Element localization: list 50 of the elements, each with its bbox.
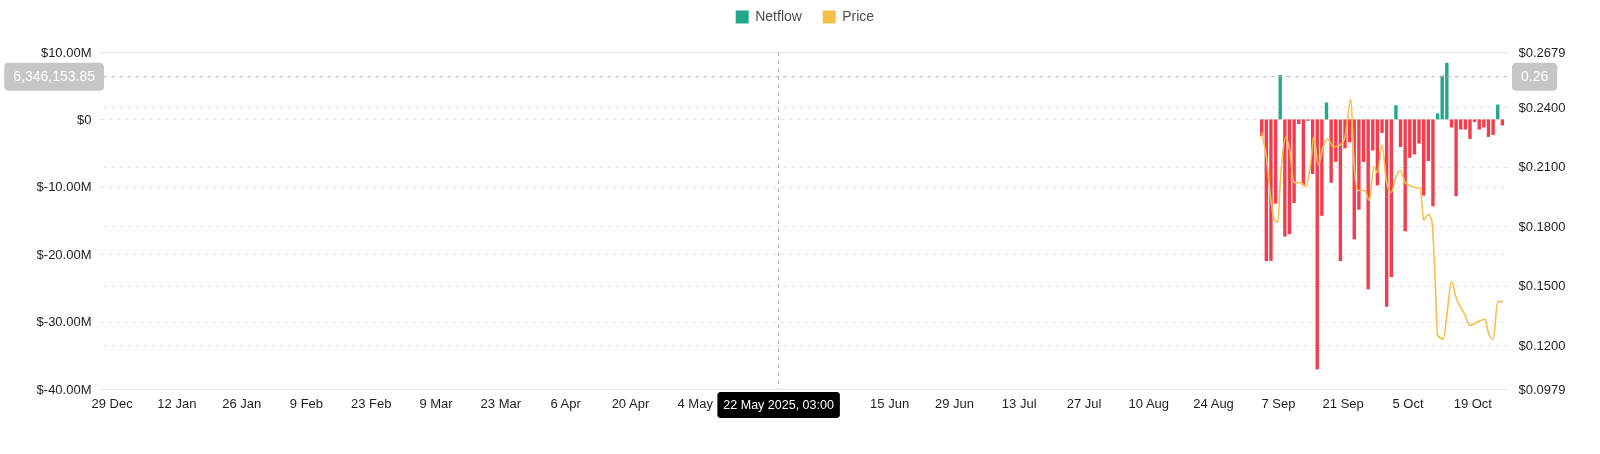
x-tick-label: 21 Sep xyxy=(1322,395,1364,411)
y2-tick-label: $0.2679 xyxy=(1518,44,1566,60)
x-tick-label: 24 Aug xyxy=(1193,395,1234,411)
y2-tick-label: $0.0979 xyxy=(1518,381,1566,397)
y-tick-label: $-10.00M xyxy=(36,179,92,195)
x-tick-label: 7 Sep xyxy=(1261,395,1296,411)
bar xyxy=(1283,119,1287,237)
bar xyxy=(1486,119,1491,137)
x-tick-label: 19 Oct xyxy=(1453,395,1493,411)
x-tick-label: 29 Dec xyxy=(91,395,134,411)
y2-tick-label: $0.2100 xyxy=(1518,159,1566,175)
y2-tick-label: $0.2400 xyxy=(1518,99,1566,115)
legend-label: Price xyxy=(842,8,875,24)
bar xyxy=(1491,119,1495,135)
x-tick-label: 27 Jul xyxy=(1066,395,1102,411)
x-tick-label: 13 Jul xyxy=(1001,395,1037,411)
x-tick-label: 5 Oct xyxy=(1392,395,1424,411)
bar xyxy=(1394,105,1398,120)
bar xyxy=(1366,119,1370,290)
x-tick-label: 20 Apr xyxy=(611,395,650,411)
ref-line-label: 22 May 2025, 03:00 xyxy=(723,398,834,412)
y-tick-label: $-20.00M xyxy=(36,246,92,262)
x-tick-label: 23 Mar xyxy=(480,395,522,411)
line-series xyxy=(1260,98,1504,341)
x-tick-label: 9 Mar xyxy=(419,395,454,411)
y2-tick-label: $0.1800 xyxy=(1518,218,1566,234)
bar xyxy=(1431,119,1435,207)
x-tick-label: 6 Apr xyxy=(550,395,582,411)
bar xyxy=(1445,62,1449,120)
bar xyxy=(1468,119,1472,139)
x-tick-label: 4 May xyxy=(677,395,714,411)
bar xyxy=(1269,119,1273,261)
y-tick-label: $0 xyxy=(77,111,92,127)
bar xyxy=(1329,119,1333,183)
ref-line-label: 6,346,153.85 xyxy=(13,67,96,84)
x-tick-label: 10 Aug xyxy=(1128,395,1170,411)
y-tick-label: $-40.00M xyxy=(36,381,92,397)
bar xyxy=(1454,119,1458,197)
y-tick-label: $-30.00M xyxy=(36,314,92,330)
x-tick-label: 12 Jan xyxy=(157,395,197,411)
x-tick-label: 26 Jan xyxy=(222,395,262,411)
x-tick-label: 9 Feb xyxy=(289,395,324,411)
x-tick-label: 15 Jun xyxy=(870,395,910,411)
x-tick-label: 23 Feb xyxy=(351,395,392,411)
y2-tick-label: $0.1500 xyxy=(1518,278,1566,294)
y2-tick-label: $0.1200 xyxy=(1518,337,1566,353)
x-tick-label: 29 Jun xyxy=(934,395,974,411)
text: 0.26 xyxy=(1521,67,1549,84)
y-tick-label: $10.00M xyxy=(40,44,92,60)
legend-label: Netflow xyxy=(755,8,803,24)
